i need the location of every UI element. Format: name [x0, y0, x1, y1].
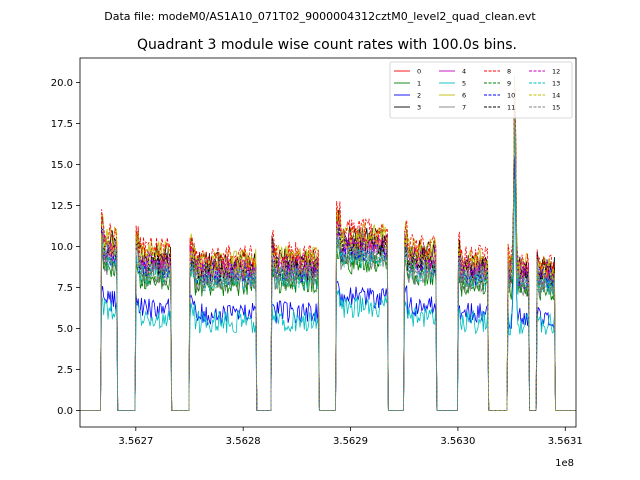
x-tick-label: 3.5631 [548, 436, 583, 447]
chart-title: Quadrant 3 module wise count rates with … [137, 37, 517, 53]
series-line-3 [80, 81, 576, 411]
series-line-11 [80, 101, 576, 411]
legend-label-14: 14 [552, 92, 560, 100]
x-tick-label: 3.5627 [118, 436, 153, 447]
x-axis: 3.5627 3.5628 3.5629 3.5630 3.5631 [118, 427, 583, 447]
y-tick-label: 20.0 [51, 78, 73, 89]
legend-label-4: 4 [462, 68, 466, 76]
legend-label-13: 13 [552, 80, 560, 88]
y-tick-label: 0.0 [57, 406, 73, 417]
legend-label-15: 15 [552, 104, 560, 112]
plot-lines [80, 76, 576, 411]
x-tick-label: 3.5629 [333, 436, 368, 447]
legend-label-6: 6 [462, 92, 466, 100]
series-line-15 [80, 103, 576, 411]
legend-label-11: 11 [507, 104, 515, 112]
series-line-14 [80, 77, 576, 411]
y-tick-label: 17.5 [51, 119, 73, 130]
legend-label-7: 7 [462, 104, 466, 112]
series-line-5 [80, 178, 576, 411]
legend-label-1: 1 [417, 80, 421, 88]
legend-label-3: 3 [417, 104, 421, 112]
plot-frame [79, 57, 577, 428]
series-line-8 [80, 76, 576, 411]
x-offset-label: 1e8 [555, 458, 574, 469]
y-tick-label: 10.0 [51, 242, 73, 253]
legend-box [389, 61, 573, 119]
legend-label-5: 5 [462, 80, 466, 88]
series-line-9 [80, 116, 576, 411]
x-tick-label: 3.5630 [440, 436, 475, 447]
legend-label-8: 8 [507, 68, 511, 76]
data-file-subtitle: Data file: modeM0/AS1A10_071T02_90000043… [104, 10, 536, 23]
y-axis: 0.0 2.5 5.0 7.5 10.0 12.5 15.0 17.5 20.0 [51, 78, 80, 417]
y-tick-label: 2.5 [57, 365, 73, 376]
legend-label-12: 12 [552, 68, 560, 76]
y-tick-label: 12.5 [51, 201, 73, 212]
x-tick-label: 3.5628 [226, 436, 261, 447]
legend-label-0: 0 [417, 68, 421, 76]
legend-label-2: 2 [417, 92, 421, 100]
legend-label-9: 9 [507, 80, 511, 88]
y-tick-label: 7.5 [57, 283, 73, 294]
legend-label-10: 10 [507, 92, 515, 100]
y-tick-label: 15.0 [51, 160, 73, 171]
y-tick-label: 5.0 [57, 324, 73, 335]
